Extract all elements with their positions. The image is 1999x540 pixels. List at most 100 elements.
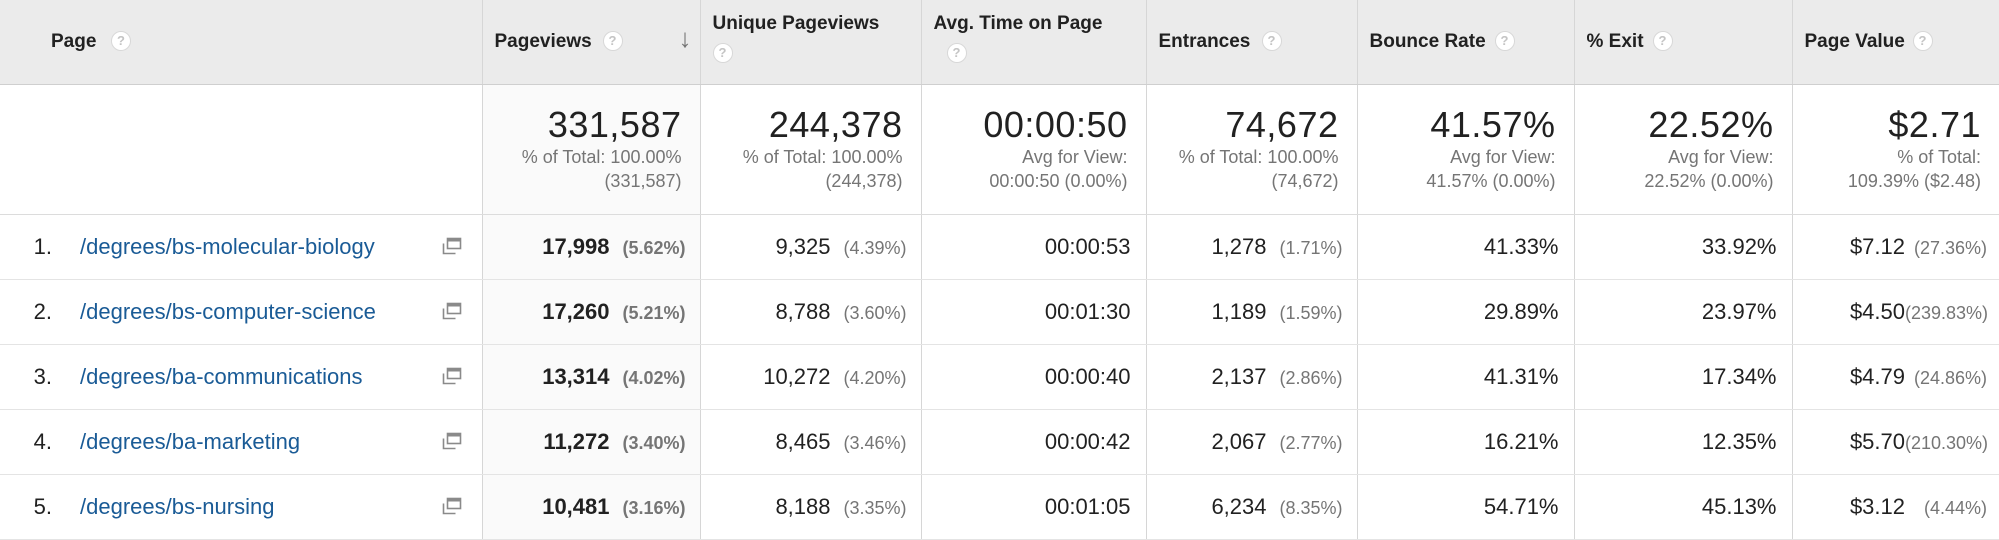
open-in-new-window-icon[interactable] [442,432,462,450]
page-cell: 5. /degrees/bs-nursing [0,474,483,540]
unique-pageviews-percent: (3.46%) [843,433,907,453]
page-value-percent: (239.83%) [1905,303,1989,323]
help-icon[interactable]: ? [111,31,131,51]
header-exit[interactable]: % Exit ? [1574,0,1793,85]
pageviews-cell: 11,272 (3.40%) [482,409,701,475]
page-cell: 2. /degrees/bs-computer-science [0,279,483,345]
header-page-label: Page [51,31,97,52]
exit-value: 17.34% [1701,364,1777,389]
header-entrances[interactable]: Entrances ? [1146,0,1358,85]
entrances-percent: (2.86%) [1279,368,1343,388]
summary-subtext: 109.39% ($2.48) [1847,171,1981,191]
page-value-cell: $3.12 (4.44%) [1792,474,1999,540]
entrances-percent: (1.59%) [1279,303,1343,323]
bounce-rate-value: 54.71% [1483,494,1559,519]
entrances-percent: (1.71%) [1279,238,1343,258]
bounce-rate-cell: 41.33% [1357,214,1575,280]
help-icon[interactable]: ? [1494,31,1515,51]
pageviews-value: 10,481 [542,494,610,519]
page-value-percent: (27.36%) [1913,238,1987,258]
pageviews-percent: (3.16%) [622,498,686,518]
help-icon[interactable]: ? [712,43,733,63]
page-link[interactable]: /degrees/bs-nursing [80,494,275,519]
bounce-rate-cell: 54.71% [1357,474,1575,540]
pageviews-percent: (3.40%) [622,433,686,453]
header-unique-pageviews[interactable]: Unique Pageviews ? [700,0,922,85]
page-link[interactable]: /degrees/ba-communications [80,364,363,389]
help-icon[interactable]: ? [1261,31,1282,51]
avg-time-cell: 00:00:53 [921,214,1147,280]
page-cell: 3. /degrees/ba-communications [0,344,483,410]
summary-subtext: % of Total: [1897,147,1981,167]
entrances-value: 2,067 [1211,429,1267,454]
summary-value: $2.71 [1888,104,1981,145]
entrances-cell: 6,234 (8.35%) [1146,474,1358,540]
bounce-rate-cell: 41.31% [1357,344,1575,410]
page-value-cell: $4.50 (239.83%) [1792,279,1999,345]
open-in-new-window-icon[interactable] [442,237,462,255]
header-bounce-rate[interactable]: Bounce Rate ? [1357,0,1575,85]
summary-subtext: 41.57% (0.00%) [1426,171,1556,191]
page-value-percent: (24.86%) [1913,368,1987,388]
bounce-rate-value: 41.33% [1483,234,1559,259]
bounce-rate-value: 16.21% [1483,429,1559,454]
pageviews-value: 11,272 [543,429,610,454]
page-link[interactable]: /degrees/ba-marketing [80,429,301,454]
exit-cell: 12.35% [1574,409,1793,475]
exit-value: 12.35% [1701,429,1777,454]
unique-pageviews-value: 8,788 [775,299,831,324]
unique-pageviews-cell: 8,188 (3.35%) [700,474,922,540]
bounce-rate-value: 41.31% [1483,364,1559,389]
avg-time-cell: 00:00:40 [921,344,1147,410]
header-page-value[interactable]: Page Value ? [1792,0,1999,85]
pageviews-cell: 17,998 (5.62%) [482,214,701,280]
pageviews-cell: 13,314 (4.02%) [482,344,701,410]
entrances-value: 6,234 [1211,494,1267,519]
exit-value: 33.92% [1701,234,1777,259]
help-icon[interactable]: ? [946,43,967,63]
summary-avg-time: 00:00:50 Avg for View: 00:00:50 (0.00%) [921,84,1147,215]
avg-time-cell: 00:01:05 [921,474,1147,540]
page-value-cell: $7.12 (27.36%) [1792,214,1999,280]
summary-subtext: % of Total: 100.00% [521,147,682,167]
summary-subtext: (331,587) [604,171,682,191]
unique-pageviews-value: 8,465 [775,429,831,454]
header-page-value-label: Page Value [1804,31,1905,52]
header-unique-pageviews-label: Unique Pageviews [712,13,880,34]
entrances-cell: 2,067 (2.77%) [1146,409,1358,475]
unique-pageviews-cell: 8,788 (3.60%) [700,279,922,345]
table-row: 1. /degrees/bs-molecular-biology 17,998 … [0,214,1999,280]
open-in-new-window-icon[interactable] [442,302,462,320]
unique-pageviews-value: 8,188 [775,494,831,519]
header-page[interactable]: Page ? [0,0,483,85]
summary-value: 244,378 [768,104,903,145]
summary-value: 22.52% [1648,104,1774,145]
unique-pageviews-value: 10,272 [763,364,831,389]
help-icon[interactable]: ? [602,31,623,51]
help-icon[interactable]: ? [1912,31,1933,51]
open-in-new-window-icon[interactable] [442,367,462,385]
header-pageviews[interactable]: Pageviews ? ↓ [482,0,701,85]
summary-subtext: Avg for View: [1022,147,1128,167]
pageviews-cell: 10,481 (3.16%) [482,474,701,540]
sort-descending-icon[interactable]: ↓ [678,23,692,53]
avg-time-value: 00:00:40 [1044,364,1131,389]
table-row: 5. /degrees/bs-nursing 10,481 (3.16%) 8,… [0,474,1999,540]
row-number: 2. [33,299,52,324]
row-number: 3. [33,364,52,389]
exit-cell: 33.92% [1574,214,1793,280]
header-pageviews-label: Pageviews [494,31,592,52]
page-link[interactable]: /degrees/bs-computer-science [80,299,376,324]
header-avg-time[interactable]: Avg. Time on Page ? [921,0,1147,85]
row-number: 1. [33,234,52,259]
pageviews-percent: (5.62%) [622,238,686,258]
page-link[interactable]: /degrees/bs-molecular-biology [80,234,375,259]
help-icon[interactable]: ? [1652,31,1673,51]
avg-time-value: 00:01:05 [1044,494,1131,519]
unique-pageviews-cell: 9,325 (4.39%) [700,214,922,280]
avg-time-value: 00:00:42 [1044,429,1131,454]
entrances-percent: (2.77%) [1279,433,1343,453]
avg-time-value: 00:00:53 [1044,234,1131,259]
entrances-cell: 1,189 (1.59%) [1146,279,1358,345]
open-in-new-window-icon[interactable] [442,497,462,515]
